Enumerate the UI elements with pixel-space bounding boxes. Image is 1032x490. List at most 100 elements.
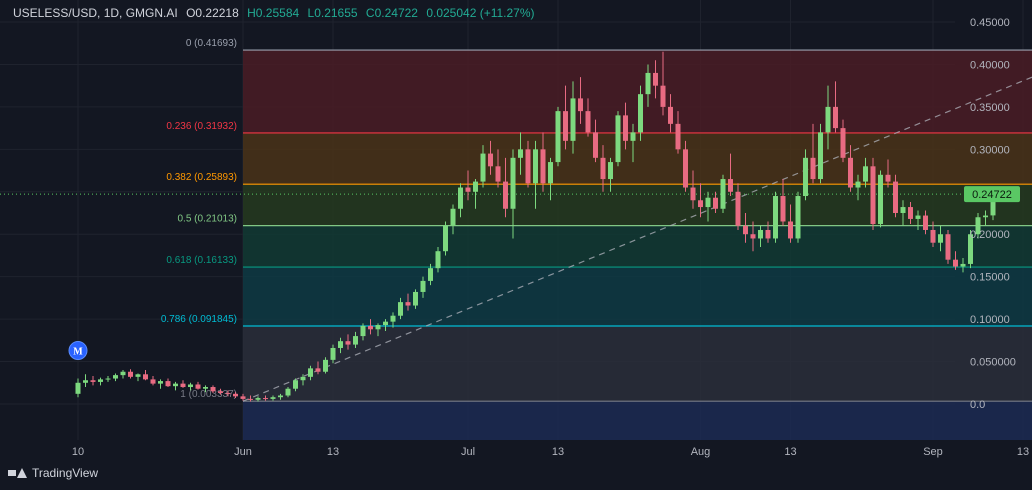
candle-body xyxy=(615,115,621,163)
candle-body xyxy=(570,98,576,141)
fib-label: 0.5 (0.21013) xyxy=(178,214,238,225)
x-tick-label: Jul xyxy=(461,446,475,458)
candle xyxy=(135,373,141,382)
candle xyxy=(218,388,223,395)
candle-body xyxy=(848,157,853,188)
candle-body xyxy=(863,166,868,182)
y-tick-label: 0.45000 xyxy=(970,17,1010,29)
candle xyxy=(188,382,193,391)
candle-body xyxy=(630,132,636,141)
candle xyxy=(945,229,951,264)
candle xyxy=(915,210,921,230)
y-tick-label: 0.20000 xyxy=(970,229,1010,241)
time-axis: 10Jun13Jul13Aug13Sep13Oct13 xyxy=(72,446,1029,458)
candle-body xyxy=(855,181,861,188)
high-value: H0.25584 xyxy=(247,6,300,20)
candle-body xyxy=(660,85,666,107)
candle xyxy=(225,390,231,397)
candle xyxy=(353,331,358,348)
candle-body xyxy=(833,106,838,129)
candle xyxy=(938,225,943,252)
candle xyxy=(518,132,523,175)
candle xyxy=(555,106,561,167)
candle xyxy=(248,395,253,402)
candle-body xyxy=(870,166,876,225)
candle xyxy=(848,145,853,192)
x-tick-label: Sep xyxy=(923,446,943,458)
candle-body xyxy=(180,383,186,388)
y-tick-label: 0.35000 xyxy=(970,102,1010,114)
candle-body xyxy=(623,115,628,141)
candle-body xyxy=(143,374,148,380)
candle xyxy=(240,393,246,401)
candle xyxy=(360,323,366,341)
candle xyxy=(255,396,261,402)
fib-band xyxy=(243,267,1032,327)
candle xyxy=(488,140,493,175)
candle-body xyxy=(113,375,118,379)
candle xyxy=(750,221,756,252)
candle-body xyxy=(653,72,658,86)
candle-body xyxy=(353,336,358,345)
candle xyxy=(668,94,673,133)
candle xyxy=(908,201,913,225)
fib-band xyxy=(243,132,1032,185)
candle xyxy=(510,149,516,239)
candle-body xyxy=(780,196,786,222)
candle-body xyxy=(923,215,928,230)
candle xyxy=(563,85,568,150)
candle-body xyxy=(270,397,276,399)
candle-body xyxy=(953,259,958,267)
candle-body xyxy=(338,341,343,348)
candle-body xyxy=(375,325,381,330)
candle xyxy=(158,379,163,389)
candle xyxy=(788,204,793,243)
fib-band xyxy=(243,225,1032,268)
x-tick-label: 10 xyxy=(72,446,84,458)
tradingview-logo[interactable]: TradingView xyxy=(8,466,98,480)
candle xyxy=(143,370,148,381)
candle-body xyxy=(420,280,426,292)
candle xyxy=(195,381,201,390)
candle xyxy=(953,251,958,270)
candle-body xyxy=(495,166,501,182)
candle xyxy=(540,132,546,192)
candle xyxy=(780,179,786,226)
price-axis: 0.450000.400000.350000.300000.250000.200… xyxy=(964,17,1020,411)
candle xyxy=(383,319,388,331)
candle-body xyxy=(803,157,808,197)
tradingview-icon xyxy=(8,468,27,478)
candle xyxy=(270,395,276,401)
candle-body xyxy=(150,379,156,384)
candle-body xyxy=(555,111,561,163)
marker-label: M xyxy=(73,347,83,358)
candle xyxy=(525,140,531,188)
candle xyxy=(105,375,111,382)
candle xyxy=(495,149,501,188)
candle-body xyxy=(638,94,643,133)
candle xyxy=(150,375,156,386)
candle xyxy=(758,225,763,247)
candle xyxy=(578,77,583,124)
candle xyxy=(233,392,238,399)
candle-body xyxy=(285,388,291,396)
candle-body xyxy=(90,380,96,382)
candle-body xyxy=(390,315,396,322)
candle xyxy=(983,210,988,226)
symbol-label[interactable]: USELESS/USD, 1D, GMGN.AI xyxy=(13,6,178,20)
candle-body xyxy=(308,368,313,377)
candle-body xyxy=(300,376,306,381)
candle xyxy=(465,170,471,201)
candle-body xyxy=(773,196,778,239)
candle-body xyxy=(705,197,711,208)
candle xyxy=(885,159,891,188)
candle xyxy=(765,221,771,243)
candle-body xyxy=(968,234,973,264)
candle-body xyxy=(743,225,748,235)
candle xyxy=(300,374,306,386)
candle xyxy=(413,289,418,309)
candle-body xyxy=(75,382,81,394)
low-value: L0.21655 xyxy=(307,6,358,20)
x-tick-label: 13 xyxy=(784,446,796,458)
